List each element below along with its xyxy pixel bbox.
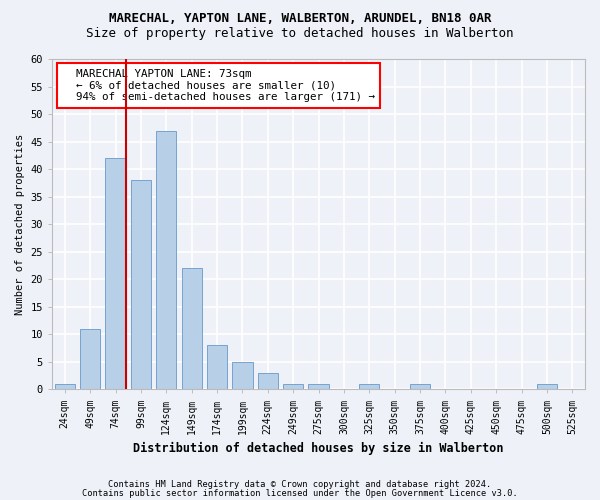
Bar [283, 384, 304, 390]
Bar [55, 384, 75, 390]
Bar [257, 373, 278, 390]
Bar [308, 384, 329, 390]
Text: Contains public sector information licensed under the Open Government Licence v3: Contains public sector information licen… [82, 489, 518, 498]
Text: Size of property relative to detached houses in Walberton: Size of property relative to detached ho… [86, 28, 514, 40]
Bar [232, 362, 253, 390]
Bar [410, 384, 430, 390]
Text: MARECHAL, YAPTON LANE, WALBERTON, ARUNDEL, BN18 0AR: MARECHAL, YAPTON LANE, WALBERTON, ARUNDE… [109, 12, 491, 26]
Bar [106, 158, 125, 390]
X-axis label: Distribution of detached houses by size in Walberton: Distribution of detached houses by size … [133, 442, 504, 455]
Bar [207, 346, 227, 390]
Bar [156, 130, 176, 390]
Y-axis label: Number of detached properties: Number of detached properties [15, 134, 25, 315]
Text: MARECHAL YAPTON LANE: 73sqm
  ← 6% of detached houses are smaller (10)
  94% of : MARECHAL YAPTON LANE: 73sqm ← 6% of deta… [63, 69, 375, 102]
Bar [359, 384, 379, 390]
Bar [182, 268, 202, 390]
Text: Contains HM Land Registry data © Crown copyright and database right 2024.: Contains HM Land Registry data © Crown c… [109, 480, 491, 489]
Bar [80, 328, 100, 390]
Bar [131, 180, 151, 390]
Bar [537, 384, 557, 390]
